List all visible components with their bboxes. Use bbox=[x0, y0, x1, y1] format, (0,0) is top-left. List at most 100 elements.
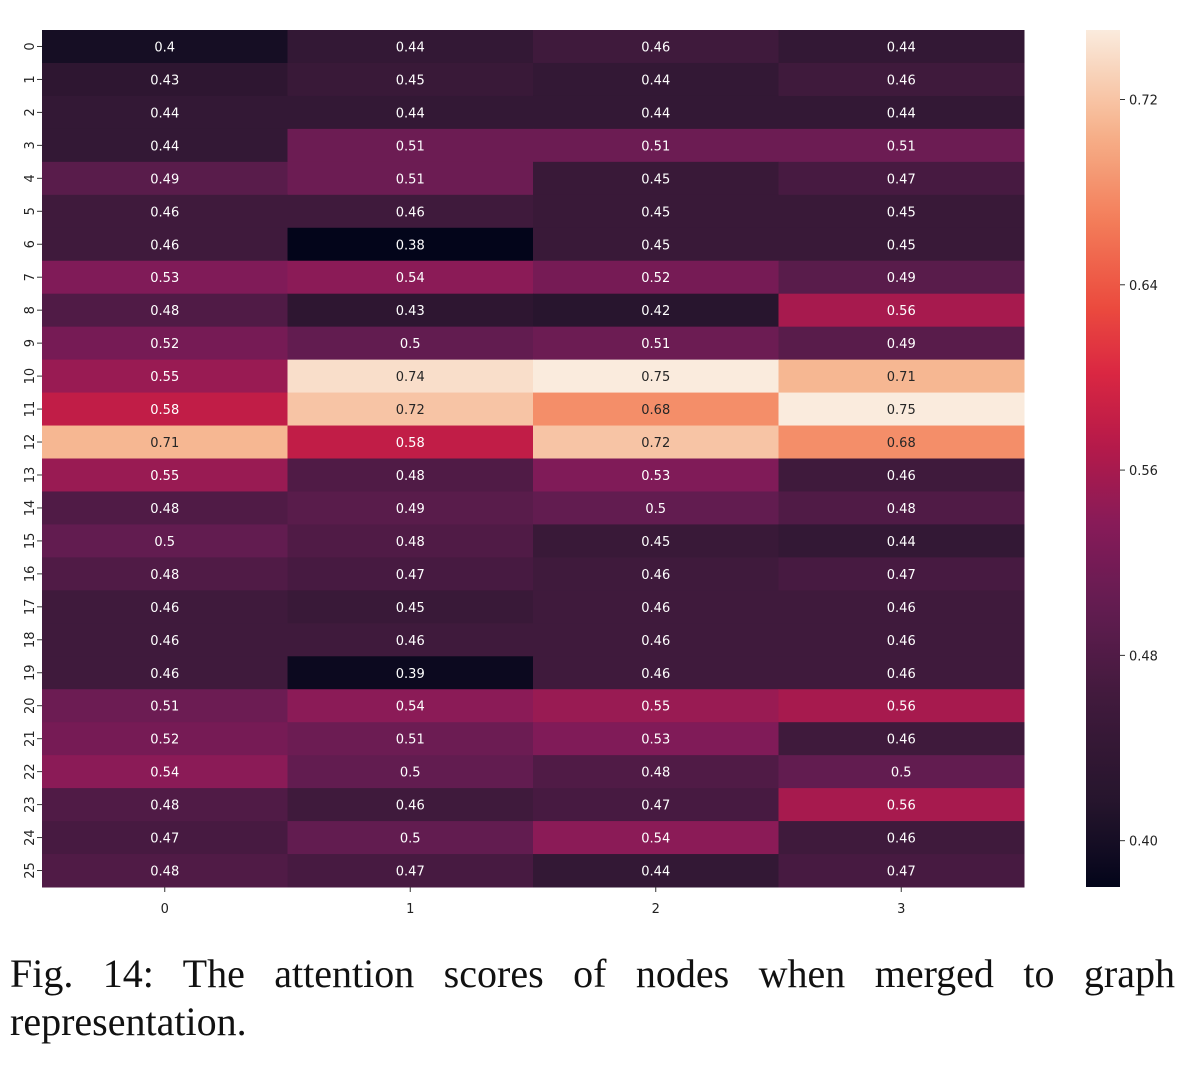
cell-value-r15-c1: 0.48 bbox=[396, 535, 425, 550]
cell-value-r11-c2: 0.68 bbox=[641, 403, 670, 418]
heatmap-cell-r5-c2 bbox=[533, 194, 779, 229]
heatmap-cell-r0-c3 bbox=[778, 30, 1025, 64]
heatmap-cell-r20-c3 bbox=[778, 689, 1025, 723]
heatmap-cell-r18-c3 bbox=[778, 623, 1025, 657]
cell-value-r11-c1: 0.72 bbox=[396, 403, 425, 418]
heatmap-cell-r7-c0 bbox=[42, 260, 288, 295]
y-tick-label-25: 25 bbox=[23, 862, 38, 879]
cell-value-r6-c0: 0.46 bbox=[150, 238, 179, 253]
cell-value-r14-c1: 0.49 bbox=[396, 502, 425, 517]
cell-value-r15-c2: 0.45 bbox=[641, 535, 670, 550]
colorbar-tick-label-2: 0.56 bbox=[1129, 464, 1158, 479]
heatmap-cell-r8-c1 bbox=[287, 293, 534, 328]
heatmap-cell-r14-c2 bbox=[533, 491, 779, 525]
cell-value-r8-c1: 0.43 bbox=[396, 304, 425, 319]
heatmap-cell-r4-c2 bbox=[533, 161, 779, 196]
cell-value-r6-c3: 0.45 bbox=[887, 238, 916, 253]
heatmap-cell-r1-c3 bbox=[778, 62, 1025, 97]
heatmap-cell-r9-c0 bbox=[42, 326, 288, 361]
cell-value-r4-c1: 0.51 bbox=[396, 172, 425, 187]
y-tick-label-4: 4 bbox=[23, 174, 38, 182]
heatmap-cell-r13-c1 bbox=[287, 458, 534, 492]
heatmap-cell-r4-c0 bbox=[42, 161, 288, 196]
cell-value-r1-c0: 0.43 bbox=[150, 73, 179, 88]
cell-value-r7-c0: 0.53 bbox=[150, 271, 179, 286]
cell-value-r6-c1: 0.38 bbox=[396, 238, 425, 253]
heatmap-cell-r22-c3 bbox=[778, 755, 1025, 789]
heatmap-cell-r0-c1 bbox=[287, 30, 534, 64]
y-axis: 0123456789101112131415161718192021222324… bbox=[23, 42, 42, 879]
heatmap-cell-r17-c3 bbox=[778, 590, 1025, 624]
cell-value-r4-c0: 0.49 bbox=[150, 172, 179, 187]
heatmap-cell-r14-c0 bbox=[42, 491, 288, 525]
cell-value-r14-c2: 0.5 bbox=[645, 502, 666, 517]
heatmap-cell-r3-c1 bbox=[287, 128, 534, 163]
heatmap-cell-r3-c0 bbox=[42, 128, 288, 163]
y-tick-label-24: 24 bbox=[23, 829, 38, 846]
cell-value-r1-c3: 0.46 bbox=[887, 73, 916, 88]
heatmap-cell-r16-c3 bbox=[778, 557, 1025, 591]
colorbar-tick-label-0: 0.40 bbox=[1129, 835, 1158, 850]
heatmap-cell-r15-c2 bbox=[533, 524, 779, 558]
cell-value-r17-c1: 0.45 bbox=[396, 601, 425, 616]
heatmap-cell-r6-c2 bbox=[533, 227, 779, 262]
heatmap-cell-r6-c1 bbox=[287, 227, 534, 262]
heatmap-cell-r7-c1 bbox=[287, 260, 534, 295]
cell-value-r2-c2: 0.44 bbox=[641, 106, 670, 121]
figure-caption: Fig. 14: The attention scores of nodes w… bbox=[10, 951, 1175, 1044]
heatmap-cell-r12-c0 bbox=[42, 425, 288, 459]
heatmap-cell-r21-c1 bbox=[287, 722, 534, 756]
heatmap-cell-r0-c2 bbox=[533, 30, 779, 64]
cell-value-r7-c2: 0.52 bbox=[641, 271, 670, 286]
heatmap-cell-r2-c3 bbox=[778, 95, 1025, 130]
cell-value-r7-c1: 0.54 bbox=[396, 271, 425, 286]
cell-value-r2-c3: 0.44 bbox=[887, 106, 916, 121]
cell-value-r10-c0: 0.55 bbox=[150, 370, 179, 385]
cell-value-r25-c1: 0.47 bbox=[396, 865, 425, 880]
cell-value-r17-c3: 0.46 bbox=[887, 601, 916, 616]
heatmap-cell-r15-c3 bbox=[778, 524, 1025, 558]
y-tick-label-13: 13 bbox=[23, 467, 38, 484]
y-tick-label-5: 5 bbox=[23, 207, 38, 215]
heatmap-cell-r16-c0 bbox=[42, 557, 288, 591]
y-tick-label-23: 23 bbox=[23, 796, 38, 813]
cell-value-r24-c0: 0.47 bbox=[150, 832, 179, 847]
heatmap-cell-r5-c1 bbox=[287, 194, 534, 229]
cell-value-r18-c1: 0.46 bbox=[396, 634, 425, 649]
heatmap-chart: 0.4 0.44 0.46 0.44 0.43 0.45 0.44 0.46 0.44 0.44 0… bbox=[23, 30, 1158, 917]
colorbar-tick-label-4: 0.72 bbox=[1129, 93, 1158, 108]
cell-value-r22-c3: 0.5 bbox=[891, 766, 912, 781]
heatmap-cell-r11-c1 bbox=[287, 392, 534, 427]
heatmap-cell-r21-c0 bbox=[42, 722, 288, 756]
x-axis: 0 1 2 3 bbox=[161, 887, 905, 917]
heatmap-cell-r13-c2 bbox=[533, 458, 779, 492]
y-tick-label-14: 14 bbox=[23, 500, 38, 517]
heatmap-cell-r3-c3 bbox=[778, 128, 1025, 163]
heatmap-cell-r16-c1 bbox=[287, 557, 534, 591]
heatmap-cell-r11-c3 bbox=[778, 392, 1025, 427]
heatmap-cell-r7-c3 bbox=[778, 260, 1025, 295]
heatmap-cell-r23-c0 bbox=[42, 788, 288, 822]
cell-value-r20-c0: 0.51 bbox=[150, 700, 179, 715]
x-tick-label-3: 3 bbox=[897, 902, 905, 917]
heatmap-cell-r13-c3 bbox=[778, 458, 1025, 492]
heatmap-cell-r9-c2 bbox=[533, 326, 779, 361]
heatmap-cell-r8-c2 bbox=[533, 293, 779, 328]
y-tick-label-11: 11 bbox=[23, 401, 38, 418]
heatmap-cell-r8-c0 bbox=[42, 293, 288, 328]
cell-value-r19-c0: 0.46 bbox=[150, 667, 179, 682]
heatmap-cell-r13-c0 bbox=[42, 458, 288, 492]
heatmap-cell-r12-c1 bbox=[287, 425, 534, 459]
heatmap-cell-r23-c1 bbox=[287, 788, 534, 822]
cell-value-r23-c1: 0.46 bbox=[396, 799, 425, 814]
cell-value-r12-c0: 0.71 bbox=[150, 436, 179, 451]
heatmap-cell-r17-c2 bbox=[533, 590, 779, 624]
cell-value-r2-c0: 0.44 bbox=[150, 106, 179, 121]
cell-value-r22-c1: 0.5 bbox=[400, 766, 421, 781]
cell-value-r12-c1: 0.58 bbox=[396, 436, 425, 451]
heatmap-cell-r7-c2 bbox=[533, 260, 779, 295]
y-tick-label-1: 1 bbox=[23, 75, 38, 83]
cell-value-r12-c2: 0.72 bbox=[641, 436, 670, 451]
cell-value-r13-c2: 0.53 bbox=[641, 469, 670, 484]
cell-value-r0-c3: 0.44 bbox=[887, 40, 916, 55]
